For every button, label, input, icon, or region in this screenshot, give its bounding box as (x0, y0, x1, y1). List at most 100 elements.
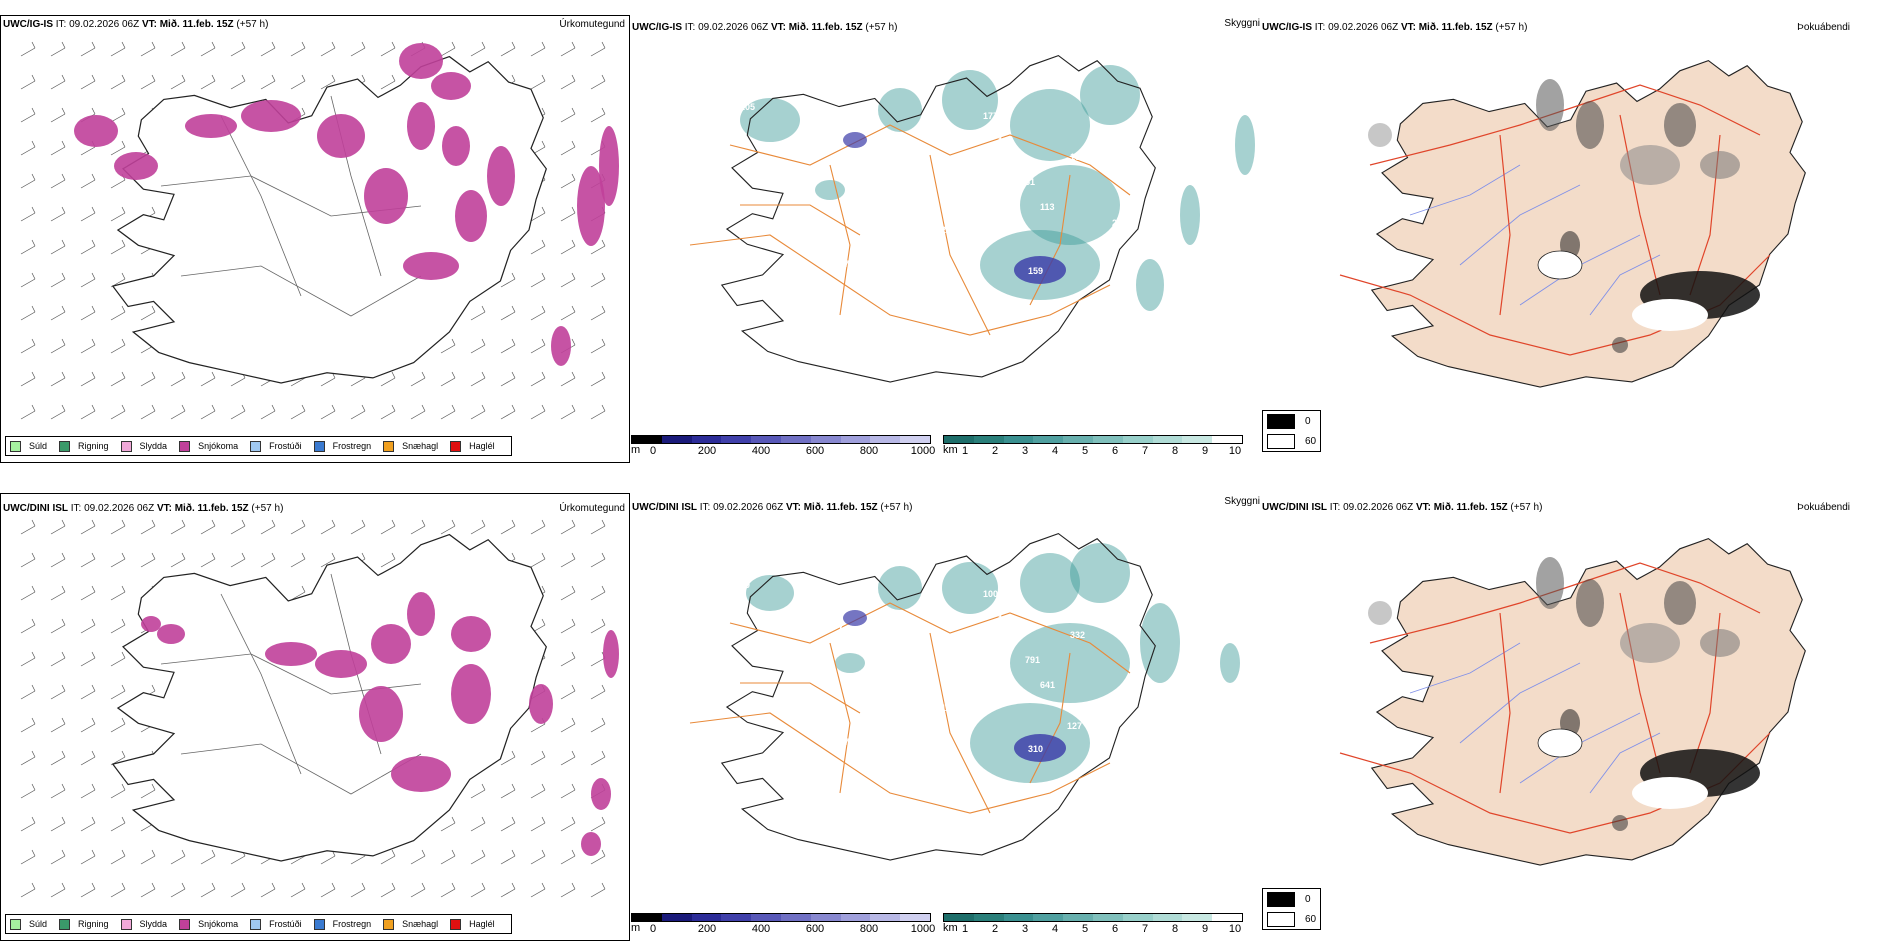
legend-swatch (120, 918, 132, 930)
wind-barb (440, 404, 456, 420)
wind-barb (230, 882, 246, 898)
colorbar-unit: km (943, 922, 958, 934)
colorbar-segment (810, 436, 841, 443)
cloud-base-label: 65 (827, 143, 837, 153)
wind-barb (140, 305, 156, 321)
legend-label: Snæhagl (402, 919, 439, 929)
wind-barb (20, 816, 36, 832)
wind-barb (200, 371, 216, 387)
river-line (1589, 254, 1661, 316)
fog-panel-top: UWC/IG-IS IT: 09.02.2026 06Z VT: Mið. 11… (1260, 15, 1900, 463)
legend-swatch (383, 918, 395, 930)
wind-barb (590, 74, 606, 90)
wind-barb (140, 849, 156, 865)
cloud-base-label: 234 (827, 621, 842, 631)
snow-area (407, 102, 435, 150)
wind-barb (20, 849, 36, 865)
cloud-base-label: 77 (797, 193, 807, 203)
wind-barb (500, 783, 516, 799)
wind-barb (590, 585, 606, 601)
wind-barb (470, 849, 486, 865)
wind-barb (530, 882, 546, 898)
wind-barb (110, 849, 126, 865)
wind-barb (470, 371, 486, 387)
wind-barb (140, 552, 156, 568)
wind-barb (380, 371, 396, 387)
wind-barb (110, 585, 126, 601)
wind-barb (290, 519, 306, 535)
wind-barb (470, 404, 486, 420)
colorbar-unit: m (631, 922, 641, 934)
wind-barb (260, 519, 276, 535)
road-line (829, 642, 851, 794)
wind-barb (20, 74, 36, 90)
legend-item: Rigning (59, 918, 109, 930)
wind-barb (500, 338, 516, 354)
wind-barb (20, 882, 36, 898)
wind-barb (20, 404, 36, 420)
panel-title: Úrkomutegund (559, 19, 625, 30)
cloud-base-label: 332 (1070, 630, 1085, 640)
cloud-base-label: 155 (956, 250, 971, 260)
wind-barb (530, 305, 546, 321)
colorbar-tick: 5 (1081, 923, 1089, 935)
colorbar-tick: 800 (859, 445, 879, 457)
legend-label: Frostregn (332, 919, 372, 929)
wind-barb (260, 552, 276, 568)
low-visibility-area (878, 566, 922, 610)
wind-barb (200, 849, 216, 865)
legend-swatch (10, 918, 21, 930)
wind-barb (80, 849, 96, 865)
glacier-area (1632, 777, 1708, 809)
legend-label: Snæhagl (402, 441, 439, 451)
wind-barb (20, 272, 36, 288)
wind-barb (260, 74, 276, 90)
wind-barb (140, 783, 156, 799)
snow-area (364, 168, 408, 224)
snow-area (241, 100, 301, 132)
legend-swatch (250, 918, 262, 930)
wind-barb (440, 41, 456, 57)
colorbar-segment (840, 914, 871, 921)
legend-swatch (313, 440, 325, 452)
fog-area (1368, 123, 1392, 147)
colorbar-segment (900, 436, 930, 443)
wind-barb (230, 519, 246, 535)
fog-area (1664, 103, 1696, 147)
wind-barb (590, 41, 606, 57)
fog-legend: 0 60 (1262, 410, 1322, 452)
cloud-base-label: 177 (983, 111, 998, 121)
low-visibility-area (1180, 185, 1200, 245)
wind-barb (50, 239, 66, 255)
cloud-base-label: 710 (824, 712, 839, 722)
colorbar-segment (870, 914, 901, 921)
fog-area (1576, 579, 1604, 627)
wind-barb (110, 651, 126, 667)
fog-legend-top: 0 (1305, 893, 1311, 905)
colorbar-segment (780, 914, 811, 921)
wind-barb (50, 74, 66, 90)
colorbar-segment (1152, 914, 1183, 921)
wind-barb (560, 41, 576, 57)
cloud-base-label: 21 (941, 225, 951, 235)
fog-area (1612, 815, 1628, 831)
cloud-base-colorbar: 0 200 400 600 800 1000 m (631, 435, 935, 458)
cloud-base-label: 11 (794, 582, 804, 592)
wind-barb (470, 783, 486, 799)
wind-barb (590, 107, 606, 123)
low-visibility-area (878, 88, 922, 132)
colorbar-segment (944, 436, 974, 443)
wind-barb (560, 552, 576, 568)
legend-label: Súld (29, 919, 48, 929)
fog-map (1339, 59, 1806, 388)
wind-barb (20, 107, 36, 123)
wind-barb (50, 750, 66, 766)
cloud-base-label: 287 (956, 728, 971, 738)
colorbar-segment (691, 914, 722, 921)
fog-legend: 0 60 (1262, 888, 1322, 930)
road-line (1029, 174, 1071, 306)
wind-barb (500, 371, 516, 387)
wind-barb (50, 338, 66, 354)
wind-barb (170, 552, 186, 568)
wind-barb (290, 404, 306, 420)
